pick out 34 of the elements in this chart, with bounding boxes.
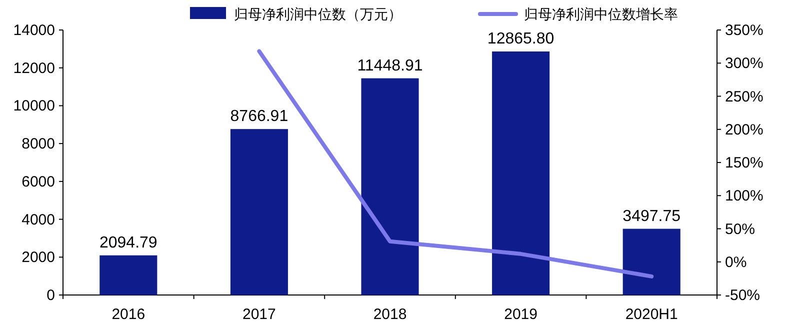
y-tick-label: 2000 [22,249,55,266]
bar [230,129,288,295]
bar [100,255,158,295]
x-tick-label: 2017 [242,306,276,323]
data-label: 3497.75 [622,208,681,225]
x-tick-label: 2018 [373,306,407,323]
bar [361,78,419,295]
y2-tick-label: 0% [725,254,747,271]
y2-tick-label: 350% [725,22,764,39]
x-tick-label: 2019 [504,306,538,323]
y2-tick-label: -50% [725,287,760,304]
bar [622,228,680,295]
y2-tick-label: 100% [725,188,764,205]
data-label: 2094.79 [99,234,158,252]
x-tick-label: 2016 [112,306,146,323]
y2-tick-label: 300% [725,55,764,72]
y-tick-label: 6000 [22,173,55,190]
y-tick-label: 4000 [22,211,55,228]
y-tick-label: 8000 [22,136,55,153]
x-tick-label: 2020H1 [625,306,678,323]
y2-tick-label: 50% [725,220,756,238]
data-label: 12865.80 [487,30,554,48]
data-label: 8766.91 [230,108,288,126]
legend-label: 归母净利润中位数（万元） [234,7,402,23]
bar [492,51,550,295]
y2-tick-label: 200% [725,121,764,138]
y-tick-label: 14000 [13,22,55,39]
y2-tick-label: 250% [725,88,764,106]
y2-tick-label: 150% [725,154,764,172]
y-tick-label: 10000 [13,98,55,115]
y-tick-label: 0 [46,287,55,304]
legend-label: 归母净利润中位数增长率 [524,7,678,23]
y-tick-label: 12000 [13,60,55,77]
data-label: 11448.91 [357,57,423,74]
